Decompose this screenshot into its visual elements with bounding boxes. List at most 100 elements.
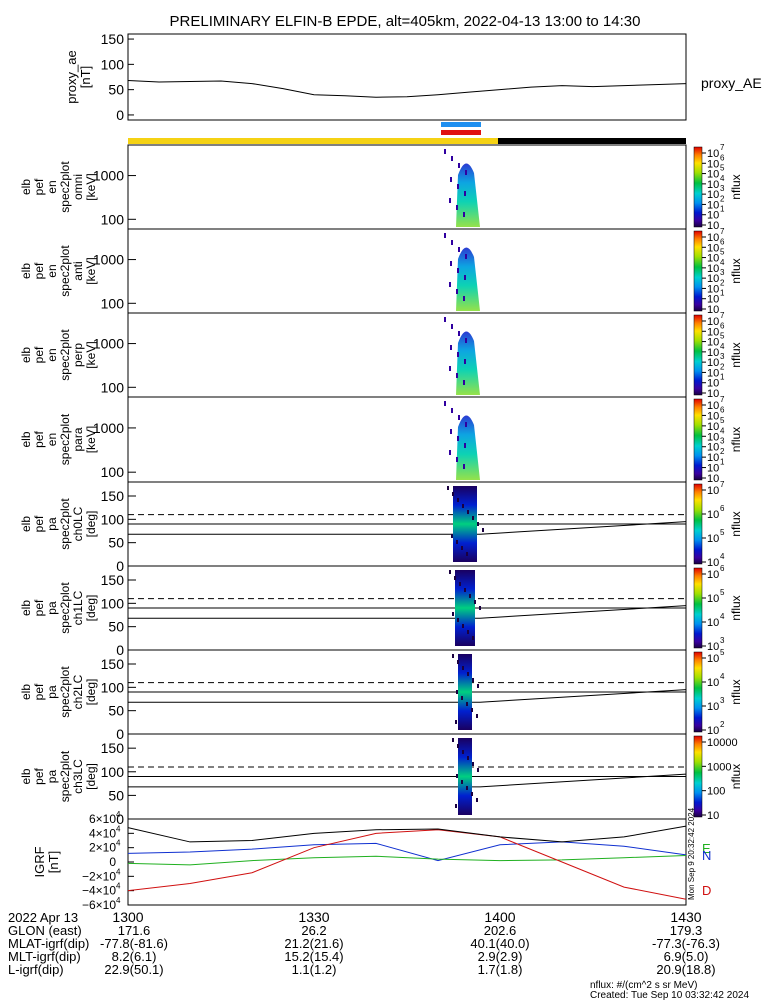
colorbar-tick-exponent: 7 — [720, 311, 725, 320]
value-col1: -77.8(-81.6) — [100, 936, 168, 951]
panel-para: elb pef en spec2plot para [keV]10001001071061… — [19, 395, 743, 485]
value-col3: 202.6 — [484, 923, 517, 938]
y-axis-label: spec2plot — [58, 161, 72, 213]
y-axis-label: proxy_ae — [64, 50, 79, 103]
y-tick-label: 100 — [101, 595, 125, 611]
value-col1: 22.9(50.1) — [104, 962, 163, 977]
colorbar-tick-label: 10 — [707, 463, 719, 475]
y-axis-label: pa — [45, 685, 59, 699]
colorbar-tick-exponent: 4 — [720, 342, 725, 351]
y-axis-label: pef — [32, 683, 46, 700]
colorbar-tick-label: 10 — [707, 533, 719, 545]
y-tick-label: 150 — [101, 656, 125, 672]
y-axis-label: pef — [32, 515, 46, 532]
flux-pixel — [444, 149, 446, 154]
colorbar-tick-label: 10 — [707, 569, 719, 581]
flux-pixel — [458, 415, 460, 420]
flux-pixel — [457, 268, 459, 273]
flux-region — [456, 331, 480, 395]
flux-pixel — [465, 338, 467, 343]
colorbar-tick-label: 10 — [707, 220, 719, 232]
flux-pixel — [467, 756, 469, 760]
colorbar-tick-exponent: 6 — [720, 504, 725, 513]
colorbar-tick-label: 10 — [707, 593, 719, 605]
y-axis-label: spec2plot — [58, 582, 72, 634]
flux-pixel — [452, 612, 454, 616]
colorbar-tick-label: 10 — [707, 242, 719, 254]
y-tick-label: 100 — [101, 679, 125, 695]
colorbar-tick-exponent: 6 — [720, 564, 725, 573]
flux-pixel — [464, 191, 466, 196]
flux-pixel — [477, 522, 479, 526]
y-axis-label: pa — [45, 601, 59, 615]
value-col2: 21.2(21.6) — [284, 936, 343, 951]
value-col3: 2.9(2.9) — [478, 949, 523, 964]
colorbar-tick-label: 10 — [707, 337, 719, 349]
y-tick-label: 100 — [101, 464, 125, 480]
flux-pixel — [464, 443, 466, 448]
flux-region — [456, 415, 480, 480]
panel-omni: elb pef en spec2plot omni [keV]10001001071061… — [19, 143, 743, 232]
status-bar-blue — [441, 122, 481, 127]
y-axis-label: en — [45, 348, 59, 361]
colorbar — [693, 483, 703, 565]
units-note: nflux: #/(cm^2 s sr MeV) — [590, 980, 698, 991]
y-tick-label: 1000 — [93, 336, 124, 352]
flux-pixel — [450, 177, 452, 182]
loss-cone-line — [479, 605, 687, 619]
colorbar-label: nflux — [729, 595, 743, 620]
flux-pixel — [457, 352, 459, 357]
y-tick-label: 0 — [116, 811, 124, 827]
colorbar-tick-label: 10 — [707, 410, 719, 422]
y-axis-label: elb — [19, 600, 33, 616]
flux-region — [458, 738, 472, 815]
flux-pixel — [463, 212, 465, 217]
flux-pixel — [474, 600, 476, 604]
colorbar-label: nflux — [729, 258, 743, 283]
y-axis-label: [keV] — [84, 173, 98, 200]
colorbar-tick-exponent: 4 — [720, 612, 725, 621]
colorbar-tick-label: 10 — [707, 347, 719, 359]
colorbar — [693, 398, 703, 481]
flux-pixel — [465, 254, 467, 259]
flux-pixel — [462, 666, 464, 670]
flux-pixel — [466, 786, 468, 790]
y-tick-label: 0 — [109, 855, 116, 869]
flux-pixel — [449, 366, 451, 371]
colorbar-tick-label: 10 — [707, 653, 719, 665]
colorbar-tick-label: 10 — [707, 304, 719, 316]
colorbar-tick-exponent: 3 — [720, 184, 725, 193]
y-tick-label: 100 — [101, 379, 125, 395]
flux-pixel — [444, 317, 446, 322]
colorbar-tick-label: 10 — [707, 677, 719, 689]
flux-pixel — [450, 345, 452, 350]
colorbar-tick-exponent: 7 — [720, 395, 725, 404]
panel-ch2LC: elb pef pa spec2plot ch2LC [deg]1501005001051… — [19, 648, 743, 742]
value-col4: 20.9(18.8) — [656, 962, 715, 977]
value-col3: 40.1(40.0) — [470, 936, 529, 951]
flux-pixel — [476, 798, 478, 802]
row-label: MLAT-igrf(dip) — [8, 936, 89, 951]
y-axis-label: elb — [19, 179, 33, 195]
colorbar-tick-exponent: 1 — [720, 458, 725, 467]
colorbar-tick-label: 10 — [707, 158, 719, 170]
y-tick-label: −6×10 — [82, 898, 116, 912]
colorbar-tick-exponent: 2 — [720, 362, 725, 371]
y-tick-label: 150 — [101, 31, 125, 47]
y-axis-label: [nT] — [78, 66, 93, 88]
y-tick-label: 50 — [108, 703, 124, 719]
colorbar-tick-label: 10 — [707, 273, 719, 285]
value-col4: -77.3(-76.3) — [652, 936, 720, 951]
flux-pixel — [457, 436, 459, 441]
y-axis-label: para — [71, 427, 85, 451]
flux-pixel — [477, 684, 479, 688]
colorbar-tick-label: 10 — [707, 367, 719, 379]
colorbar-tick-exponent: 3 — [720, 268, 725, 277]
y-axis-label: pef — [32, 599, 46, 616]
flux-region — [455, 570, 475, 646]
colorbar-tick-label: 10 — [707, 388, 719, 400]
y-axis-label: [keV] — [84, 341, 98, 368]
colorbar-tick-exponent: 2 — [720, 447, 725, 456]
flux-pixel — [462, 504, 464, 508]
colorbar — [693, 651, 703, 733]
